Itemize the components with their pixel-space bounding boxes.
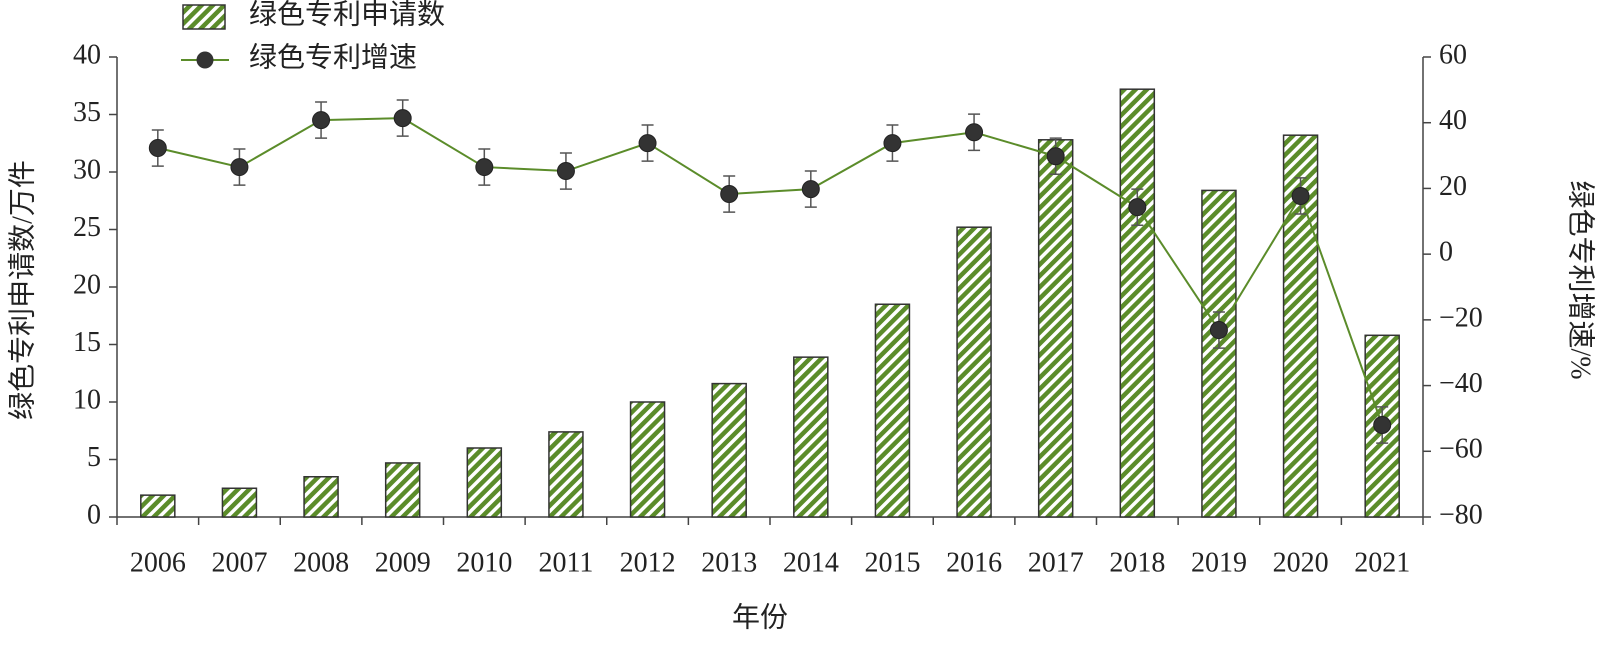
point [312,111,331,130]
y2-tick-label: 60 [1439,39,1467,70]
bar [1119,88,1156,518]
legend-label: 绿色专利增速 [249,41,417,73]
x-tick-label: 2018 [1109,547,1165,578]
x-tick-label: 2008 [293,547,349,578]
bar [1037,139,1074,518]
x-axis-title: 年份 [732,601,788,633]
bar [711,382,747,518]
x-tick-label: 2007 [211,547,267,578]
y2-axis-title: 绿色专利增速/% [1565,180,1597,379]
x-tick-label: 2006 [130,547,186,578]
y2-tick-label: −80 [1439,499,1483,530]
point [556,162,575,181]
y-tick-label: 10 [73,384,101,415]
y-tick-label: 5 [87,442,101,473]
bar [629,401,666,518]
y-tick-label: 25 [73,212,101,243]
point [1209,321,1228,340]
bar [793,356,829,518]
point [230,158,249,177]
y-tick-label: 35 [73,97,101,128]
x-tick-label: 2015 [864,547,920,578]
bar [548,431,584,518]
bar [466,447,503,518]
y-axis-title: 绿色专利申请数/万件 [6,160,38,420]
x-tick-label: 2017 [1028,547,1084,578]
point [1128,198,1147,217]
point [1046,147,1065,166]
bar [874,303,911,518]
y2-tick-label: 0 [1439,237,1453,268]
y-tick-label: 30 [73,154,101,185]
y2-tick-label: −60 [1439,434,1483,465]
x-tick-label: 2011 [538,547,593,578]
x-tick-label: 2013 [701,547,757,578]
point [148,139,167,158]
y2-tick-label: −20 [1439,302,1483,333]
x-tick-label: 2019 [1191,547,1247,578]
legend-swatch [182,4,226,30]
point [801,180,820,199]
y2-tick-label: 20 [1439,171,1467,202]
bar [221,487,258,518]
y-tick-label: 40 [73,39,101,70]
point [393,109,412,128]
legend-marker [196,51,214,69]
y-tick-label: 20 [73,269,101,300]
bar [303,476,339,518]
legend-label: 绿色专利申请数 [249,0,445,30]
point [720,185,739,204]
x-tick-label: 2009 [375,547,431,578]
y-tick-label: 15 [73,327,101,358]
point [965,123,984,142]
x-tick-label: 2021 [1354,547,1410,578]
bar [140,494,176,518]
bar [1201,189,1237,518]
bar [384,462,421,518]
y2-tick-label: −40 [1439,368,1483,399]
line [157,117,1384,426]
point [883,134,902,153]
bar [956,226,992,518]
x-tick-label: 2012 [620,547,676,578]
y2-tick-label: 40 [1439,105,1467,136]
point [638,134,657,153]
x-tick-label: 2016 [946,547,1002,578]
point [475,158,494,177]
x-tick-label: 2020 [1273,547,1329,578]
point [1291,186,1310,205]
x-tick-label: 2014 [783,547,839,578]
x-tick-label: 2010 [456,547,512,578]
point [1373,416,1392,434]
y-tick-label: 0 [87,499,101,530]
